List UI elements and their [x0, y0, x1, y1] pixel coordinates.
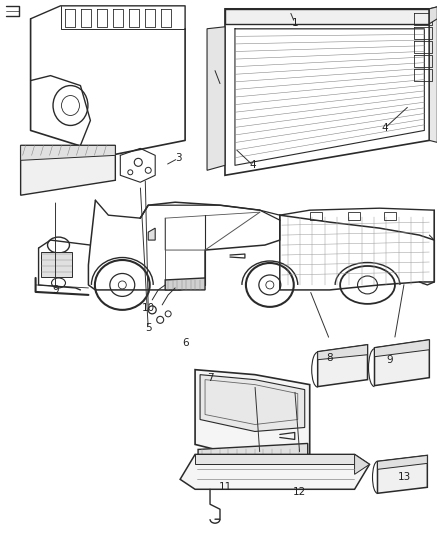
Bar	[41, 252, 72, 277]
Polygon shape	[378, 455, 427, 493]
Text: 4: 4	[250, 160, 256, 171]
Text: 5: 5	[145, 323, 152, 333]
Text: 4: 4	[381, 124, 388, 133]
Polygon shape	[225, 9, 429, 24]
Text: 3: 3	[175, 154, 181, 163]
Polygon shape	[429, 7, 437, 24]
Text: 9: 9	[386, 354, 393, 365]
Polygon shape	[195, 370, 310, 459]
Polygon shape	[148, 228, 155, 240]
Polygon shape	[200, 375, 305, 432]
Polygon shape	[180, 455, 370, 489]
Polygon shape	[378, 455, 427, 470]
Bar	[348, 212, 360, 220]
Text: 6: 6	[182, 338, 188, 348]
Polygon shape	[318, 345, 367, 386]
Polygon shape	[165, 278, 205, 290]
Polygon shape	[195, 455, 355, 464]
Polygon shape	[21, 146, 115, 195]
Text: 11: 11	[219, 482, 232, 492]
Polygon shape	[355, 455, 370, 474]
Bar	[310, 212, 321, 220]
Polygon shape	[374, 340, 429, 385]
Bar	[385, 212, 396, 220]
Text: 10: 10	[141, 303, 155, 313]
Text: 7: 7	[207, 373, 213, 383]
Text: 8: 8	[326, 353, 333, 363]
Polygon shape	[207, 27, 225, 171]
Polygon shape	[21, 146, 115, 160]
Text: 9: 9	[52, 285, 59, 295]
Polygon shape	[198, 443, 308, 463]
Polygon shape	[374, 340, 429, 357]
Polygon shape	[429, 7, 437, 142]
Text: 1: 1	[291, 18, 298, 28]
Text: 12: 12	[293, 487, 306, 497]
Polygon shape	[318, 345, 367, 360]
Text: 13: 13	[398, 472, 411, 482]
